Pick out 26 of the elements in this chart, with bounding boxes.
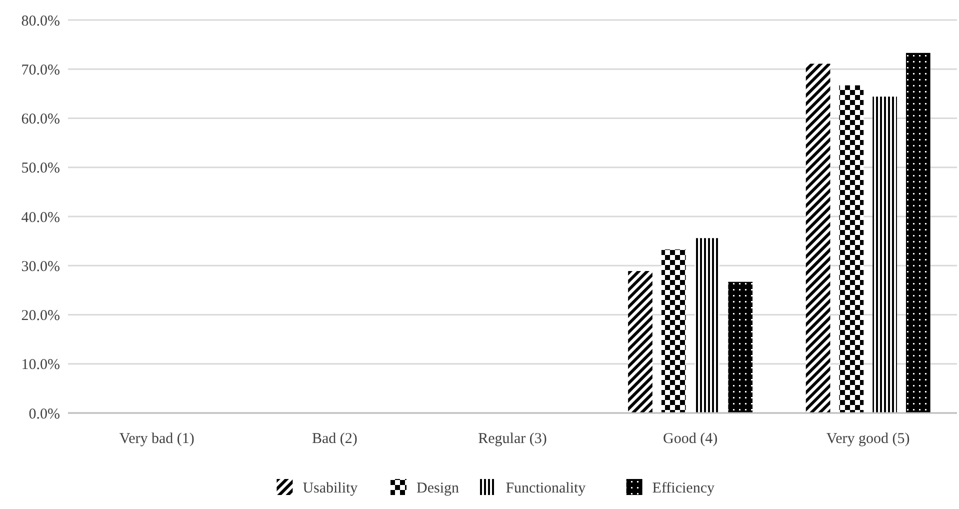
bar bbox=[694, 238, 720, 413]
bar bbox=[628, 271, 652, 413]
y-tick-label: 60.0% bbox=[21, 112, 60, 128]
y-tick-label: 10.0% bbox=[21, 357, 60, 374]
y-tick-label: 30.0% bbox=[21, 258, 60, 275]
legend-label: Efficiency bbox=[652, 480, 715, 496]
bar bbox=[661, 249, 686, 413]
x-tick-label: Good (4) bbox=[663, 431, 718, 447]
y-tick-label: 20.0% bbox=[21, 308, 60, 324]
legend-label: Design bbox=[416, 480, 460, 496]
x-tick-label: Regular (3) bbox=[478, 431, 547, 447]
bar bbox=[728, 282, 753, 413]
bar bbox=[839, 85, 864, 413]
x-tick-label: Very good (5) bbox=[826, 431, 910, 447]
legend-label: Functionality bbox=[506, 480, 586, 496]
y-tick-label: 80.0% bbox=[21, 13, 60, 30]
bar bbox=[906, 52, 930, 413]
bar bbox=[872, 96, 897, 413]
y-tick-label: 70.0% bbox=[21, 62, 60, 78]
y-tick-label: 0.0% bbox=[28, 406, 60, 422]
y-tick-label: 50.0% bbox=[21, 160, 60, 177]
bar bbox=[806, 64, 830, 413]
legend-label: Usability bbox=[302, 480, 358, 496]
x-tick-label: Very bad (1) bbox=[119, 431, 194, 447]
x-tick-label: Bad (2) bbox=[312, 431, 358, 447]
y-tick-label: 40.0% bbox=[21, 210, 60, 226]
